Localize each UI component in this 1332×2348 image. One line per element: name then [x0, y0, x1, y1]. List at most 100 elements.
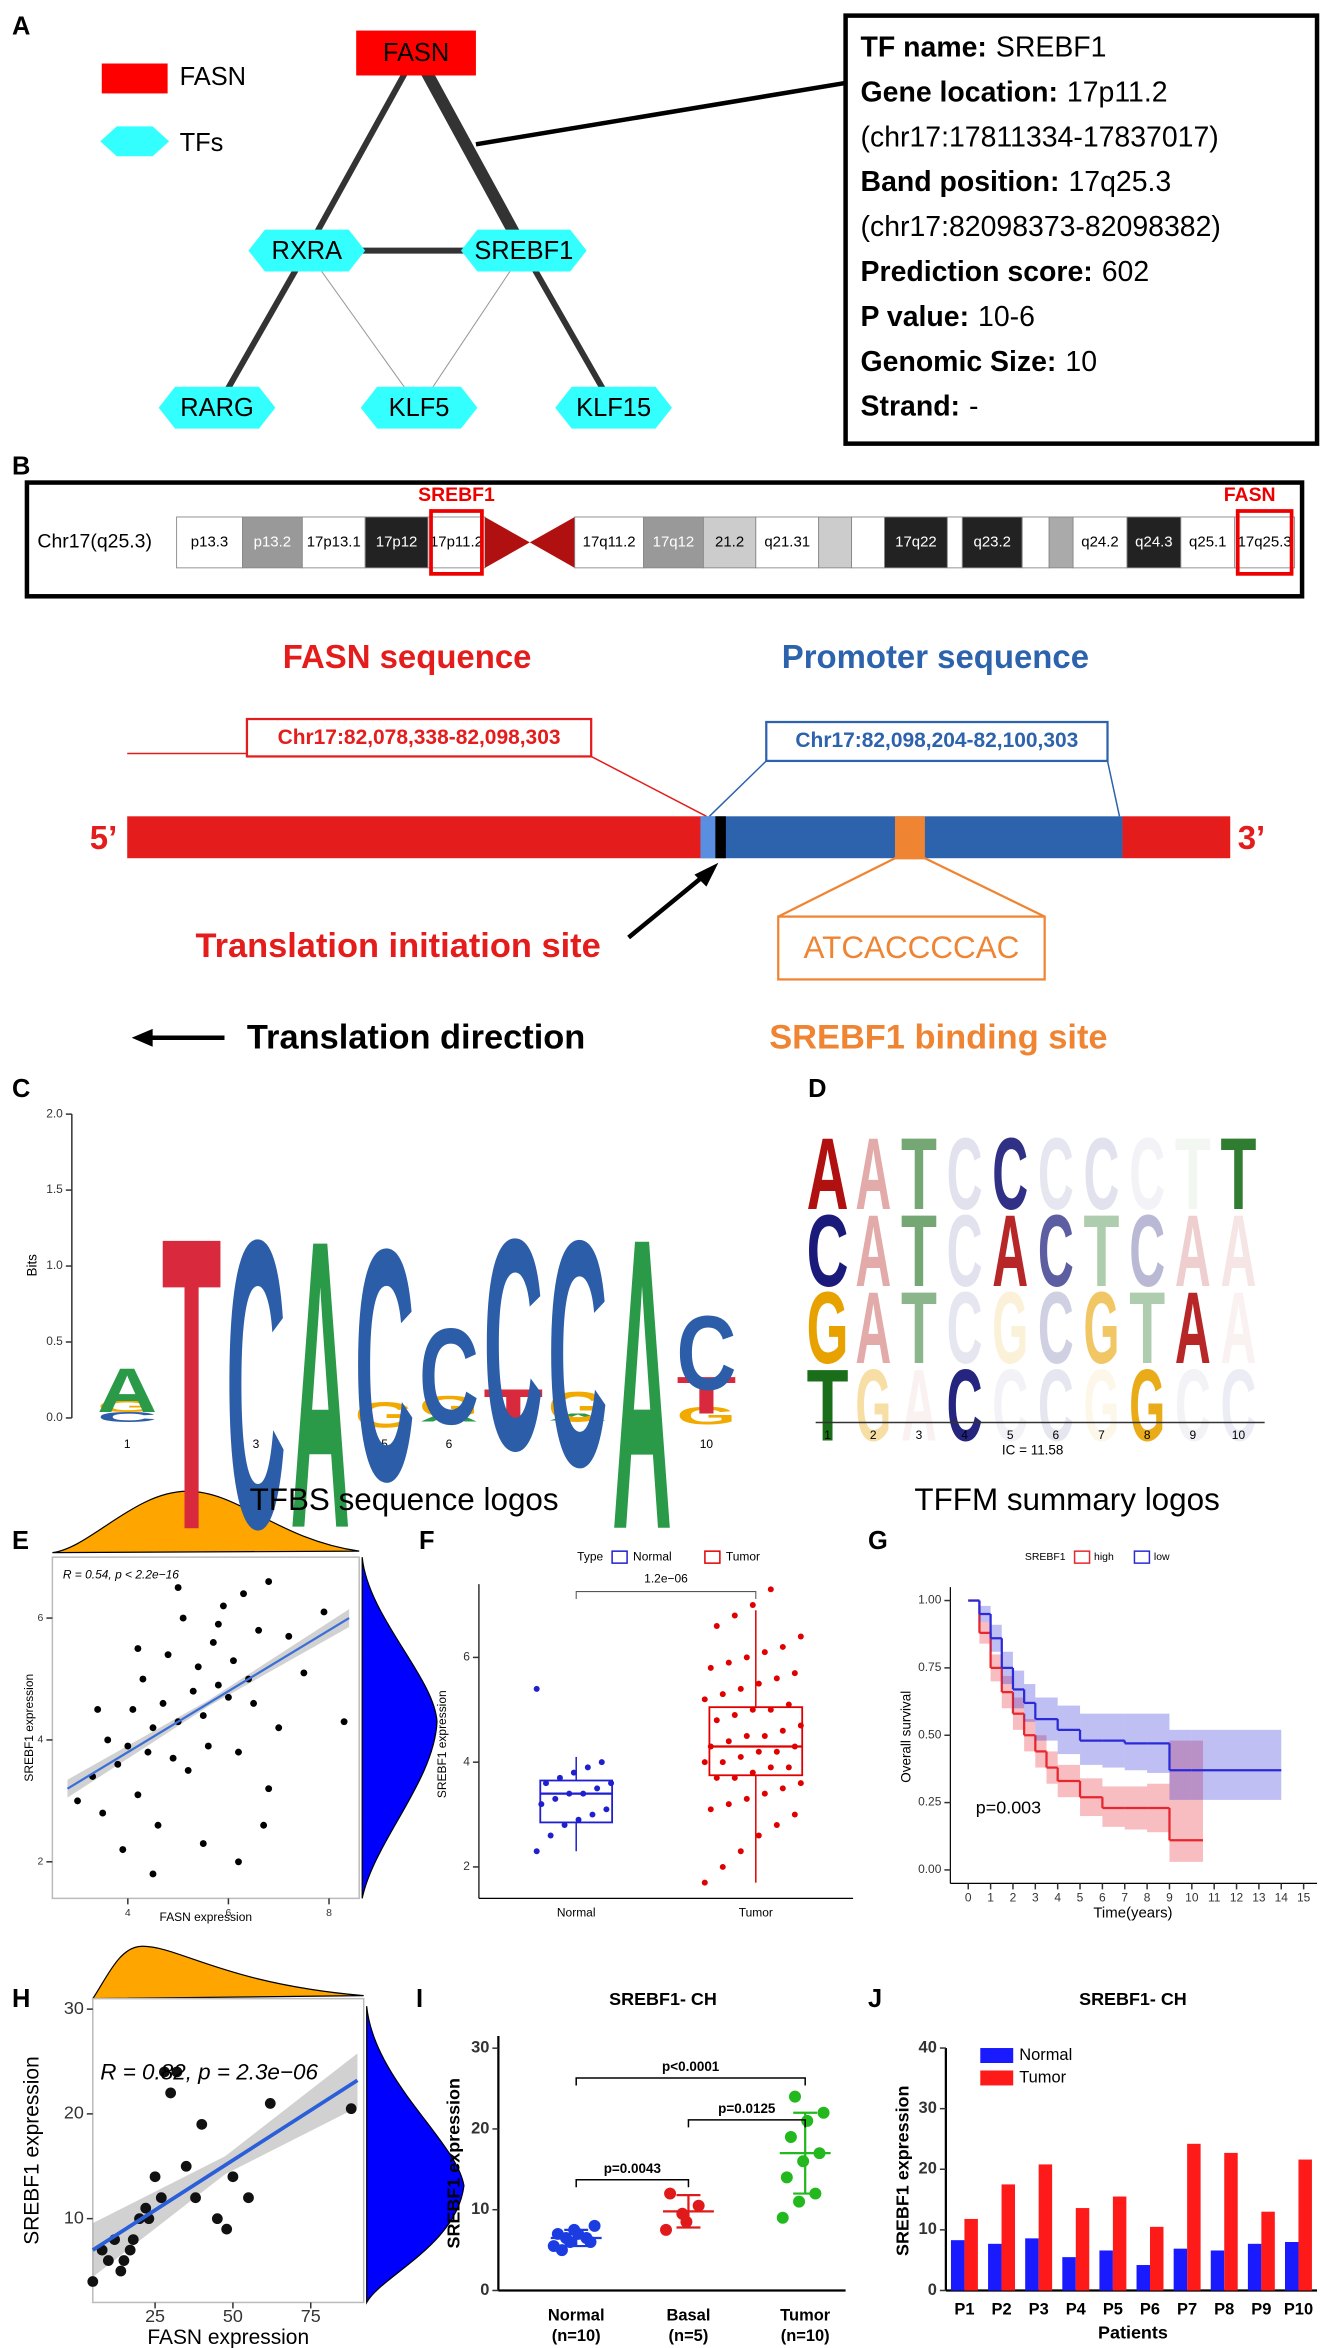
logo-letter: A	[901, 1348, 937, 1462]
logo-letter: T	[1221, 1117, 1257, 1231]
point	[159, 1699, 167, 1707]
y-tick-label: 1.0	[46, 1258, 63, 1272]
point	[707, 1743, 714, 1750]
logo-letter: G	[548, 1383, 608, 1430]
x-tick-label: 6	[1053, 1428, 1060, 1442]
logo-letter: C	[419, 1301, 479, 1454]
edge	[410, 50, 530, 254]
connector	[708, 760, 767, 817]
info-row: Band position: 17q25.3	[861, 166, 1172, 198]
info-label: Gene location:	[861, 76, 1058, 108]
point	[149, 1724, 157, 1732]
x-axis-label: FASN expression	[160, 1910, 252, 1924]
y-tick-label: 0.5	[46, 1334, 63, 1348]
logo-letter: C	[807, 1194, 849, 1308]
x-tick-label: 75	[301, 2306, 321, 2326]
band-label: 17p12	[376, 533, 418, 550]
point	[199, 1840, 207, 1847]
info-row: (chr17:17811334-17837017)	[861, 121, 1219, 153]
bar	[1187, 2143, 1201, 2291]
panel-label: B	[12, 452, 30, 480]
logo-letter: C	[1129, 1117, 1165, 1231]
info-row: TF name: SREBF1	[861, 31, 1107, 63]
centromere	[529, 516, 575, 568]
point	[664, 2187, 677, 2200]
point	[542, 1780, 549, 1787]
point	[731, 1712, 738, 1719]
point	[817, 2106, 830, 2119]
band	[884, 516, 948, 569]
bracket	[575, 2077, 806, 2086]
point	[608, 1780, 615, 1787]
point	[300, 1669, 308, 1677]
trend-line	[66, 1617, 350, 1790]
logo-letter: G	[97, 1397, 157, 1416]
point	[797, 2155, 810, 2168]
fasn-segment	[127, 816, 704, 859]
bar	[1298, 2159, 1312, 2291]
trend-line	[91, 2078, 359, 2252]
x-tick-label: P2	[991, 2300, 1011, 2318]
point	[749, 1706, 756, 1713]
logo-letter: T	[1084, 1194, 1120, 1308]
info-value: 17p11.2	[1067, 76, 1168, 108]
legend-label: Normal	[633, 1549, 672, 1563]
bar	[1099, 2250, 1113, 2291]
point	[561, 1822, 568, 1829]
x-axis-label: Time(years)	[1093, 1904, 1172, 1921]
point	[594, 1785, 601, 1792]
x-tick-label: 2	[1010, 1891, 1017, 1905]
logo-letter: T	[807, 1348, 849, 1462]
x-tick-label: Basal	[666, 2306, 710, 2324]
point	[603, 1806, 610, 1813]
point	[779, 1727, 786, 1734]
point	[199, 1712, 207, 1720]
point	[265, 1785, 273, 1793]
node	[360, 386, 478, 429]
panel-label: D	[808, 1075, 826, 1103]
logo-letter: A	[855, 1271, 891, 1385]
edge	[214, 249, 310, 410]
y-tick-label: 0	[480, 2281, 489, 2299]
tis-segment	[700, 816, 716, 859]
x-tick-label: 4	[961, 1428, 968, 1442]
logo-letter: A	[1221, 1271, 1257, 1385]
point	[533, 1848, 540, 1855]
logo-letter: G	[1084, 1271, 1120, 1385]
x-axis-label: FASN expression	[147, 2326, 309, 2348]
x-tick-label: 7	[1121, 1891, 1128, 1905]
direction-label: Translation direction	[247, 1018, 585, 1056]
bar	[1173, 2248, 1188, 2291]
y-tick-label: 2	[38, 1857, 44, 1868]
point	[99, 1809, 107, 1817]
x-tick-label: 5	[1077, 1891, 1084, 1905]
fasn-segment	[1122, 816, 1231, 859]
y-tick-label: 0.50	[918, 1727, 942, 1741]
plot-area	[51, 1556, 360, 1900]
info-box	[843, 13, 1320, 446]
y-tick-label: 30	[471, 2039, 489, 2057]
arrow-head	[131, 1028, 153, 1047]
x-tick-label: 2	[870, 1428, 877, 1442]
point	[104, 1736, 112, 1744]
annotation: 1.2e−06	[644, 1572, 688, 1586]
x-tick-label: 6	[226, 1908, 232, 1919]
point	[761, 1732, 768, 1739]
x-tick-label: 25	[145, 2306, 165, 2326]
logo-letter: G	[1084, 1348, 1120, 1462]
band-label: p13.3	[191, 533, 228, 550]
bar	[1075, 2208, 1090, 2291]
point	[737, 1685, 744, 1692]
point	[598, 1759, 605, 1766]
point	[345, 2103, 357, 2115]
binding-box	[777, 915, 1046, 981]
logo-letter: C	[947, 1117, 983, 1231]
x-tick-label: P9	[1251, 2300, 1271, 2318]
x-tick-label: 9	[1166, 1891, 1173, 1905]
y-tick-label: 1.5	[46, 1182, 63, 1196]
panel-label: A	[12, 12, 30, 40]
point	[749, 1769, 756, 1776]
y-tick-label: 0.25	[918, 1795, 942, 1809]
connector	[1106, 760, 1121, 817]
band-label: q25.1	[1189, 533, 1226, 550]
